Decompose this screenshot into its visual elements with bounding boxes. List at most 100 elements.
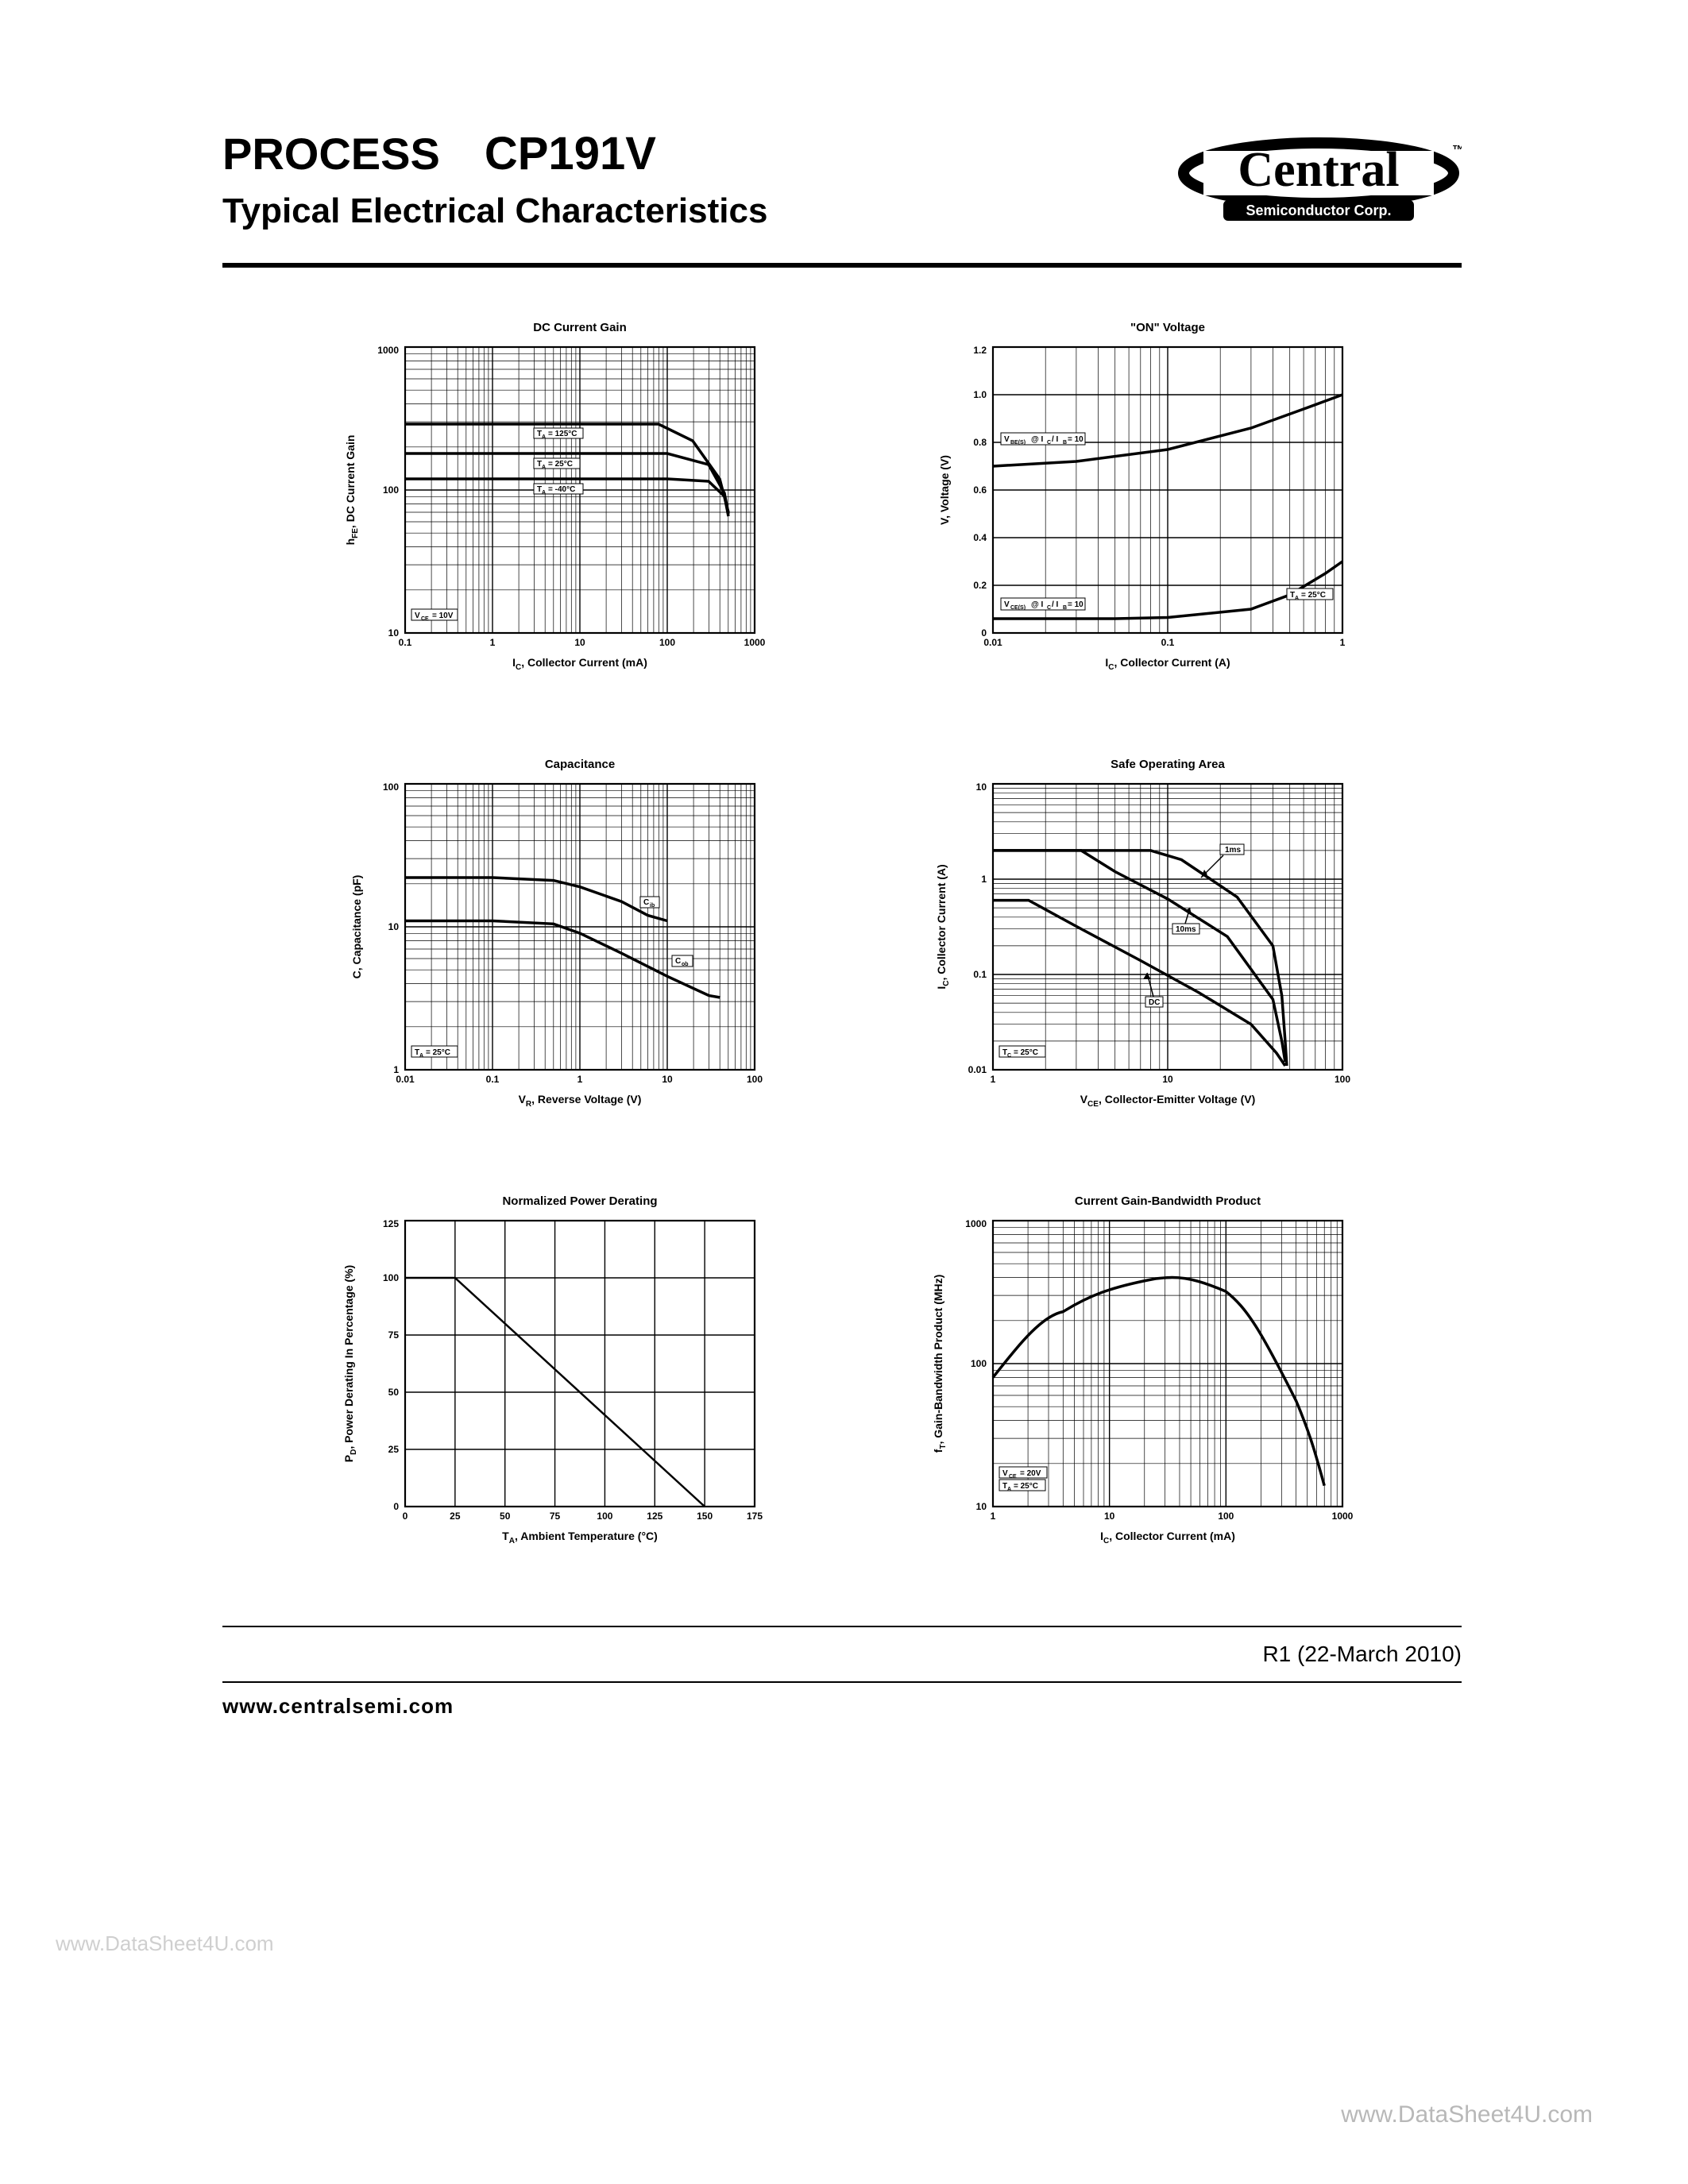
svg-text:1000: 1000 <box>965 1218 987 1229</box>
svg-text:ib: ib <box>650 903 655 909</box>
svg-text:CE: CE <box>1009 1474 1017 1480</box>
svg-text:150: 150 <box>697 1511 713 1522</box>
charts-grid: DC Current Gain <box>222 315 1462 1570</box>
watermark-left: www.DataSheet4U.com <box>56 1931 274 1956</box>
svg-text:0.1: 0.1 <box>399 637 412 648</box>
svg-text:= 125°C: = 125°C <box>548 430 577 438</box>
svg-text:B: B <box>1063 605 1067 611</box>
svg-text:C: C <box>1007 1053 1011 1059</box>
svg-text:1ms: 1ms <box>1225 846 1241 855</box>
svg-text:10: 10 <box>388 627 400 639</box>
header: PROCESS CP191V Typical Electrical Charac… <box>222 127 1462 234</box>
svg-text:A: A <box>1295 596 1299 601</box>
svg-text:10: 10 <box>662 1074 673 1085</box>
website-text: www.centralsemi.com <box>222 1694 1462 1719</box>
title-block: PROCESS CP191V Typical Electrical Charac… <box>222 127 767 231</box>
svg-text:A: A <box>542 465 546 470</box>
svg-text:™: ™ <box>1452 144 1462 157</box>
svg-text:1.2: 1.2 <box>973 345 987 356</box>
svg-text:VCE, Collector-Emitter Voltage: VCE, Collector-Emitter Voltage (V) <box>1080 1093 1256 1109</box>
svg-text:10: 10 <box>976 781 987 793</box>
svg-text:VR, Reverse Voltage (V): VR, Reverse Voltage (V) <box>519 1093 642 1109</box>
svg-text:0.4: 0.4 <box>973 532 987 543</box>
svg-text:1: 1 <box>991 1074 996 1085</box>
svg-text:TA, Ambient Temperature (°C): TA, Ambient Temperature (°C) <box>502 1530 658 1545</box>
svg-text:C: C <box>643 898 649 907</box>
svg-text:10ms: 10ms <box>1176 925 1196 934</box>
svg-text:= 25°C: = 25°C <box>1014 1048 1038 1057</box>
chart-title: Normalized Power Derating <box>502 1194 657 1208</box>
logo-top-text: Central <box>1238 143 1399 197</box>
svg-text:0.01: 0.01 <box>983 637 1002 648</box>
svg-text:100: 100 <box>383 1272 399 1283</box>
svg-text:0.6: 0.6 <box>973 484 987 496</box>
svg-text:CE(S): CE(S) <box>1010 605 1026 611</box>
svg-text:125: 125 <box>383 1218 399 1229</box>
svg-text:V, Voltage (V): V, Voltage (V) <box>938 455 951 525</box>
svg-text:1: 1 <box>981 874 987 885</box>
svg-text:fT, Gain-Bandwidth Product (MH: fT, Gain-Bandwidth Product (MHz) <box>932 1275 948 1453</box>
header-rule <box>222 263 1462 268</box>
svg-text:10: 10 <box>574 637 585 648</box>
svg-text:/ I: / I <box>1052 435 1059 444</box>
svg-text:V: V <box>1004 600 1010 609</box>
svg-text:10: 10 <box>388 921 400 932</box>
svg-text:1: 1 <box>991 1511 996 1522</box>
svg-text:0.01: 0.01 <box>968 1064 987 1075</box>
svg-text:100: 100 <box>383 484 399 496</box>
svg-text:25: 25 <box>388 1444 400 1455</box>
svg-text:50: 50 <box>500 1511 511 1522</box>
svg-text:0: 0 <box>981 627 987 639</box>
chart-dc-gain: DC Current Gain <box>318 315 842 696</box>
svg-text:= 10: = 10 <box>1068 600 1083 609</box>
svg-text:100: 100 <box>659 637 675 648</box>
svg-text:100: 100 <box>747 1074 763 1085</box>
svg-text:IC, Collector Current (A): IC, Collector Current (A) <box>935 864 951 989</box>
svg-text:C: C <box>1047 605 1051 611</box>
svg-text:0.1: 0.1 <box>486 1074 500 1085</box>
svg-text:V: V <box>1004 435 1010 444</box>
svg-text:A: A <box>419 1053 423 1059</box>
svg-text:@ I: @ I <box>1031 435 1044 444</box>
svg-text:IC, Collector Current (A): IC, Collector Current (A) <box>1105 656 1230 672</box>
svg-text:= 25°C: = 25°C <box>426 1048 450 1057</box>
chart-on-voltage: "ON" Voltage VBE(S) @ IC / IB = <box>906 315 1430 696</box>
chart-title: "ON" Voltage <box>1130 321 1205 334</box>
svg-text:10: 10 <box>976 1501 987 1512</box>
svg-text:DC: DC <box>1149 998 1160 1007</box>
svg-text:175: 175 <box>747 1511 763 1522</box>
chart-title: DC Current Gain <box>533 321 627 334</box>
chart-ft: Current Gain-Bandwidth Product <box>906 1189 1430 1570</box>
svg-text:125: 125 <box>647 1511 662 1522</box>
chart-derating: Normalized Power Derating 02550751001251… <box>318 1189 842 1570</box>
svg-text:hFE, DC Current Gain: hFE, DC Current Gain <box>344 435 360 546</box>
svg-text:PD, Power Derating In Percenta: PD, Power Derating In Percentage (%) <box>342 1265 358 1462</box>
svg-text:1: 1 <box>577 1074 583 1085</box>
footer-rule-top <box>222 1626 1462 1627</box>
svg-text:C: C <box>675 957 681 966</box>
page: PROCESS CP191V Typical Electrical Charac… <box>222 127 1462 1719</box>
svg-text:75: 75 <box>388 1329 400 1341</box>
svg-text:A: A <box>542 434 546 440</box>
svg-text:1000: 1000 <box>1332 1511 1354 1522</box>
svg-text:@ I: @ I <box>1031 600 1044 609</box>
page-subtitle: Typical Electrical Characteristics <box>222 191 767 231</box>
svg-text:100: 100 <box>597 1511 612 1522</box>
footer: R1 (22-March 2010) www.centralsemi.com <box>222 1626 1462 1719</box>
svg-text:100: 100 <box>383 781 399 793</box>
svg-text:0.8: 0.8 <box>973 437 987 448</box>
svg-text:= 10V: = 10V <box>432 612 454 620</box>
svg-text:1: 1 <box>1340 637 1346 648</box>
svg-text:B: B <box>1063 440 1067 446</box>
svg-text:100: 100 <box>1218 1511 1234 1522</box>
svg-text:= 25°C: = 25°C <box>1301 591 1326 600</box>
svg-text:V: V <box>1002 1469 1008 1478</box>
svg-text:/ I: / I <box>1052 600 1059 609</box>
svg-text:BE(S): BE(S) <box>1010 440 1026 446</box>
svg-text:1000: 1000 <box>744 637 766 648</box>
svg-text:0.1: 0.1 <box>1161 637 1175 648</box>
svg-text:C: C <box>1047 440 1051 446</box>
svg-text:10: 10 <box>1104 1511 1115 1522</box>
svg-text:1.0: 1.0 <box>973 389 987 400</box>
svg-text:1000: 1000 <box>377 345 399 356</box>
